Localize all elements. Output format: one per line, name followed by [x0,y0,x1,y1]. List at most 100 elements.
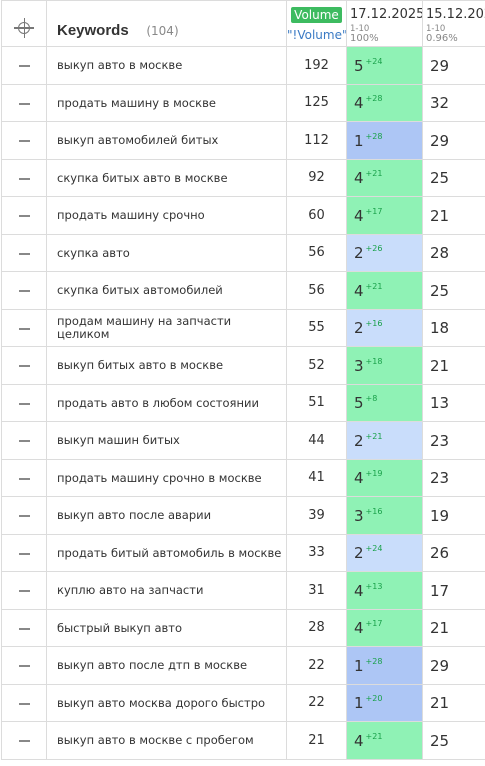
row-select-cell[interactable] [1,683,47,722]
position-cell-date2[interactable]: 25 [422,158,485,197]
date2-header[interactable]: 15.12.2025 1-10 0.96% [422,0,485,47]
table-row[interactable]: продам машину на запчасти целиком 55 2 +16 1… [1,308,485,347]
minus-icon[interactable] [18,702,30,705]
minus-icon[interactable] [18,65,30,68]
position-cell-date1[interactable]: 2 +24 [346,533,423,572]
position-cell-date1[interactable]: 4 +13 [346,571,423,610]
keyword-cell[interactable]: выкуп авто после дтп в москве [46,646,287,685]
minus-icon[interactable] [18,402,30,405]
table-row[interactable]: продать машину в москве 125 4 +28 32 [1,83,485,122]
minus-icon[interactable] [18,665,30,668]
keyword-cell[interactable]: продам машину на запчасти целиком [46,308,287,347]
table-row[interactable]: выкуп автомобилей битых 112 1 +28 29 [1,121,485,160]
minus-icon[interactable] [18,440,30,443]
keyword-cell[interactable]: выкуп автомобилей битых [46,121,287,160]
position-cell-date2[interactable]: 32 [422,83,485,122]
position-cell-date2[interactable]: 21 [422,608,485,647]
keyword-cell[interactable]: быстрый выкуп авто [46,608,287,647]
row-select-cell[interactable] [1,158,47,197]
table-row[interactable]: выкуп авто в москве 192 5 +24 29 [1,46,485,85]
row-select-cell[interactable] [1,646,47,685]
row-select-cell[interactable] [1,271,47,310]
minus-icon[interactable] [18,740,30,743]
position-cell-date2[interactable]: 29 [422,646,485,685]
position-cell-date1[interactable]: 2 +26 [346,233,423,272]
row-select-cell[interactable] [1,421,47,460]
keyword-cell[interactable]: скупка авто [46,233,287,272]
keyword-cell[interactable]: куплю авто на запчасти [46,571,287,610]
table-row[interactable]: скупка битых автомобилей 56 4 +21 25 [1,271,485,310]
position-cell-date2[interactable]: 29 [422,121,485,160]
row-select-cell[interactable] [1,308,47,347]
minus-icon[interactable] [18,477,30,480]
table-row[interactable]: выкуп машин битых 44 2 +21 23 [1,421,485,460]
keyword-cell[interactable]: выкуп авто после аварии [46,496,287,535]
position-cell-date2[interactable]: 25 [422,721,485,760]
position-cell-date1[interactable]: 4 +17 [346,608,423,647]
minus-icon[interactable] [18,365,30,368]
position-cell-date2[interactable]: 29 [422,46,485,85]
row-select-cell[interactable] [1,83,47,122]
row-select-cell[interactable] [1,46,47,85]
keyword-cell[interactable]: выкуп машин битых [46,421,287,460]
position-cell-date2[interactable]: 19 [422,496,485,535]
crosshair-icon[interactable] [14,17,34,38]
position-cell-date1[interactable]: 4 +21 [346,158,423,197]
minus-icon[interactable] [18,252,30,255]
row-select-cell[interactable] [1,383,47,422]
position-cell-date1[interactable]: 5 +24 [346,46,423,85]
volume-header[interactable]: Volume "!Volume" [286,0,347,47]
keyword-cell[interactable]: выкуп авто в москве [46,46,287,85]
position-cell-date1[interactable]: 3 +18 [346,346,423,385]
keyword-cell[interactable]: скупка битых автомобилей [46,271,287,310]
row-select-cell[interactable] [1,496,47,535]
table-row[interactable]: выкуп авто после аварии 39 3 +16 19 [1,496,485,535]
minus-icon[interactable] [18,140,30,143]
position-cell-date2[interactable]: 17 [422,571,485,610]
row-select-cell[interactable] [1,721,47,760]
table-row[interactable]: быстрый выкуп авто 28 4 +17 21 [1,608,485,647]
keyword-cell[interactable]: продать машину срочно [46,196,287,235]
exact-volume-link[interactable]: "!Volume" [287,28,347,42]
table-row[interactable]: выкуп авто после дтп в москве 22 1 +28 29 [1,646,485,685]
table-row[interactable]: продать машину срочно в москве 41 4 +19 23 [1,458,485,497]
keyword-cell[interactable]: продать машину срочно в москве [46,458,287,497]
minus-icon[interactable] [18,102,30,105]
position-cell-date2[interactable]: 26 [422,533,485,572]
row-select-cell[interactable] [1,196,47,235]
position-cell-date2[interactable]: 21 [422,196,485,235]
minus-icon[interactable] [18,590,30,593]
select-all-header[interactable] [1,0,47,47]
position-cell-date1[interactable]: 1 +20 [346,683,423,722]
position-cell-date1[interactable]: 4 +19 [346,458,423,497]
keyword-cell[interactable]: продать машину в москве [46,83,287,122]
table-row[interactable]: продать авто в любом состоянии 51 5 +8 13 [1,383,485,422]
minus-icon[interactable] [18,327,30,330]
keyword-cell[interactable]: выкуп битых авто в москве [46,346,287,385]
minus-icon[interactable] [18,515,30,518]
table-row[interactable]: выкуп битых авто в москве 52 3 +18 21 [1,346,485,385]
minus-icon[interactable] [18,552,30,555]
row-select-cell[interactable] [1,608,47,647]
position-cell-date2[interactable]: 25 [422,271,485,310]
position-cell-date2[interactable]: 21 [422,683,485,722]
row-select-cell[interactable] [1,121,47,160]
position-cell-date1[interactable]: 3 +16 [346,496,423,535]
keywords-header[interactable]: Keywords (104) [46,0,287,47]
position-cell-date1[interactable]: 5 +8 [346,383,423,422]
table-row[interactable]: продать битый автомобиль в москве 33 2 +24 2… [1,533,485,572]
row-select-cell[interactable] [1,346,47,385]
keyword-cell[interactable]: продать битый автомобиль в москве [46,533,287,572]
table-row[interactable]: скупка битых авто в москве 92 4 +21 25 [1,158,485,197]
position-cell-date1[interactable]: 4 +17 [346,196,423,235]
table-row[interactable]: выкуп авто в москве с пробегом 21 4 +21 25 [1,721,485,760]
volume-sort-badge[interactable]: Volume [291,7,342,23]
position-cell-date1[interactable]: 4 +28 [346,83,423,122]
position-cell-date2[interactable]: 13 [422,383,485,422]
position-cell-date1[interactable]: 4 +21 [346,271,423,310]
minus-icon[interactable] [18,177,30,180]
position-cell-date2[interactable]: 18 [422,308,485,347]
position-cell-date2[interactable]: 28 [422,233,485,272]
table-row[interactable]: скупка авто 56 2 +26 28 [1,233,485,272]
table-row[interactable]: выкуп авто москва дорого быстро 22 1 +20 21 [1,683,485,722]
